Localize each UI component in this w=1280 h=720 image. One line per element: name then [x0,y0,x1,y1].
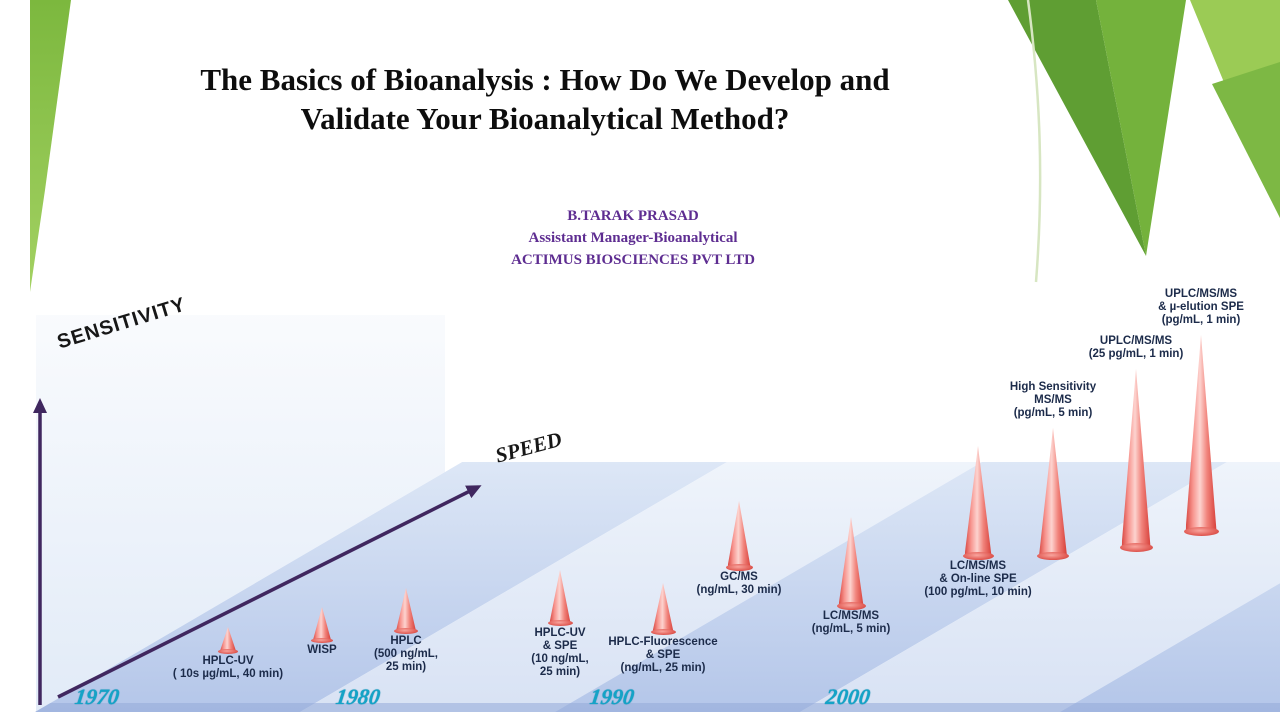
milestone-cone-base-1 [311,637,333,643]
page-title: The Basics of Bioanalysis : How Do We De… [60,60,1030,138]
milestone-label-1: WISP [307,644,337,656]
decade-label-1970: 1970 [73,684,121,709]
milestone-label-10: UPLC/MS/MS & µ-elution SPE (pg/mL, 1 min) [1158,288,1244,326]
milestone-cone-base-9 [1119,542,1153,552]
milestone-cone-3 [549,570,571,623]
milestone-cone-base-7 [962,552,994,560]
milestone-cone-base-4 [650,629,676,635]
milestone-cone-base-6 [836,602,866,610]
decade-label-2000: 2000 [824,684,872,709]
milestone-label-3: HPLC-UV & SPE (10 ng/mL, 25 min) [531,627,589,678]
author-role: Assistant Manager-Bioanalytical [528,230,738,246]
milestone-cone-10 [1185,335,1217,531]
milestone-cone-base-10 [1183,526,1219,536]
milestone-label-7: LC/MS/MS & On-line SPE (100 pg/mL, 10 min) [924,560,1032,598]
milestone-label-2: HPLC (500 ng/mL, 25 min) [374,635,438,673]
title-line-2: Validate Your Bioanalytical Method? [300,101,790,136]
milestone-cone-base-0 [218,648,238,654]
author-company: ACTIMUS BIOSCIENCES PVT LTD [511,252,755,268]
milestone-label-4: HPLC-Fluorescence & SPE (ng/mL, 25 min) [608,636,718,674]
milestone-label-8: High Sensitivity MS/MS (pg/mL, 5 min) [1009,381,1097,419]
title-line-1: The Basics of Bioanalysis : How Do We De… [200,62,890,97]
milestone-cone-base-3 [547,620,573,626]
milestone-label-9: UPLC/MS/MS (25 pg/mL, 1 min) [1088,335,1184,360]
milestone-cone-7 [964,446,992,556]
milestone-cone-8 [1039,428,1067,556]
milestone-label-5: GC/MS (ng/mL, 30 min) [696,571,782,596]
milestone-cone-5 [727,501,751,567]
author-block: B.TARAK PRASAD Assistant Manager-Bioanal… [393,205,873,271]
milestone-cone-6 [838,517,864,606]
decade-label-1990: 1990 [588,684,636,709]
decade-label-1980: 1980 [334,684,382,709]
milestone-cone-base-2 [394,628,418,634]
author-name: B.TARAK PRASAD [567,208,699,224]
milestone-cone-2 [396,588,416,631]
milestone-label-6: LC/MS/MS (ng/mL, 5 min) [811,610,891,635]
milestone-cone-base-8 [1037,552,1069,560]
milestone-label-0: HPLC-UV( 10s µg/mL, 40 min) [172,655,284,680]
milestone-cone-base-5 [725,563,753,571]
